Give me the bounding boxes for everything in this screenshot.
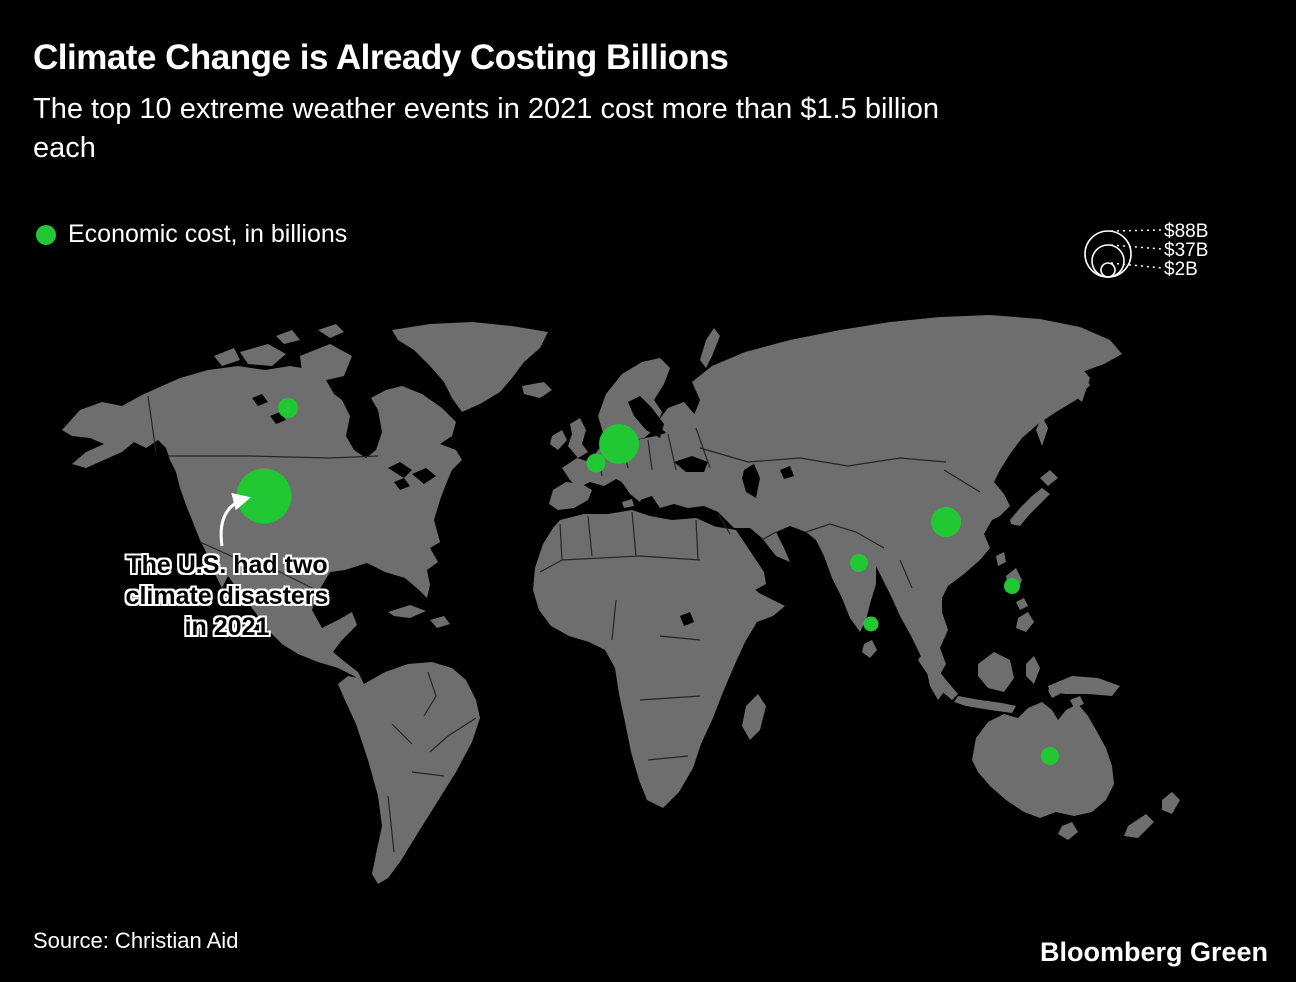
- cost-bubble-india[interactable]: [850, 554, 868, 572]
- size-legend-leader-line: [1110, 244, 1163, 250]
- baltic-sea: [628, 396, 664, 438]
- size-legend-circle: [1100, 262, 1116, 278]
- landmass-australia: [972, 702, 1114, 840]
- landmass-scandinavia: [598, 358, 696, 442]
- subtitle-line-1: The top 10 extreme weather events in 202…: [33, 93, 939, 125]
- size-legend-leader-line: [1110, 229, 1163, 232]
- source-credit: Source: Christian Aid: [33, 928, 239, 953]
- landmass-caribbean: [388, 605, 450, 628]
- cost-bubble-central-europe[interactable]: [599, 424, 639, 464]
- landmass-arabia: [708, 526, 766, 594]
- caspian-sea: [742, 464, 760, 498]
- landmass-new-zealand: [1124, 792, 1180, 838]
- chart-title: Climate Change is Already Costing Billio…: [33, 38, 729, 77]
- chart-subtitle: The top 10 extreme weather events in 202…: [33, 90, 939, 168]
- landmass-africa: [533, 510, 785, 808]
- us-annotation: The U.S. had two climate disasters in 20…: [103, 550, 351, 643]
- landmass-indonesia: [918, 652, 1084, 713]
- landmass-madagascar: [742, 694, 766, 740]
- landmass-taiwan: [996, 552, 1006, 566]
- landmass-greenland: [392, 322, 548, 412]
- bloomberg-green-logo: Bloomberg Green: [1039, 937, 1268, 967]
- legend-label: Economic cost, in billions: [68, 220, 348, 248]
- canadian-lakes: [252, 394, 286, 424]
- landmass-arctic-islands: [214, 324, 352, 382]
- landmass-layer: [62, 315, 1180, 884]
- landmass-british-isles: [550, 418, 588, 458]
- size-legend-value-max: $88B: [1164, 221, 1209, 242]
- annotation-arrow: [219, 492, 251, 547]
- series-legend: Economic cost, in billions: [36, 220, 347, 249]
- cost-bubble-australia[interactable]: [1041, 747, 1059, 765]
- landmass-japan: [1010, 470, 1058, 526]
- landmass-north-america: [62, 366, 462, 684]
- landmass-balkans: [648, 472, 668, 492]
- inland-water-layer: [252, 394, 794, 626]
- legend-dot-icon: [36, 224, 56, 245]
- black-sea: [674, 456, 708, 472]
- landmass-kamchatka: [1036, 366, 1090, 446]
- cost-bubble-canada[interactable]: [278, 398, 298, 418]
- subtitle-line-2: each: [33, 132, 96, 164]
- landmass-new-guinea: [1048, 676, 1120, 696]
- aral-sea: [780, 466, 794, 479]
- size-legend-value-mid: $37B: [1164, 240, 1209, 261]
- country-border-line: [147, 395, 981, 853]
- landmass-iberia: [549, 482, 592, 510]
- annotation-line-2: climate disasters: [125, 582, 329, 610]
- cost-bubble-united-states[interactable]: [236, 468, 292, 524]
- country-borders-layer: [147, 395, 981, 853]
- cost-bubble-france[interactable]: [586, 453, 606, 473]
- cost-bubble-south-india[interactable]: [863, 616, 879, 632]
- landmass-south-america: [338, 662, 480, 884]
- cost-bubble-philippines[interactable]: [1004, 578, 1020, 594]
- annotation-line-1: The U.S. had two: [126, 551, 328, 579]
- landmass-iceland: [522, 382, 552, 398]
- bubble-size-legend: [1084, 229, 1163, 278]
- landmass-italy: [612, 464, 644, 508]
- size-legend-value-min: $2B: [1164, 259, 1198, 280]
- annotation-line-3: in 2021: [184, 613, 270, 641]
- landmass-philippines: [1006, 568, 1034, 632]
- landmass-eurasia: [562, 315, 1122, 700]
- landmass-novaya-zemlya: [700, 328, 720, 368]
- landmass-sri-lanka: [862, 640, 877, 658]
- lake-victoria: [680, 612, 694, 626]
- great-lakes: [388, 462, 436, 490]
- size-legend-leader-line: [1110, 262, 1163, 269]
- cost-bubble-china[interactable]: [931, 507, 961, 537]
